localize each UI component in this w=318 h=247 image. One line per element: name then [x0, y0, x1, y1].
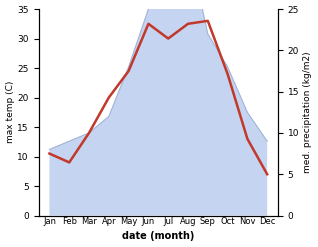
X-axis label: date (month): date (month) — [122, 231, 195, 242]
Y-axis label: med. precipitation (kg/m2): med. precipitation (kg/m2) — [303, 51, 313, 173]
Y-axis label: max temp (C): max temp (C) — [5, 81, 15, 144]
